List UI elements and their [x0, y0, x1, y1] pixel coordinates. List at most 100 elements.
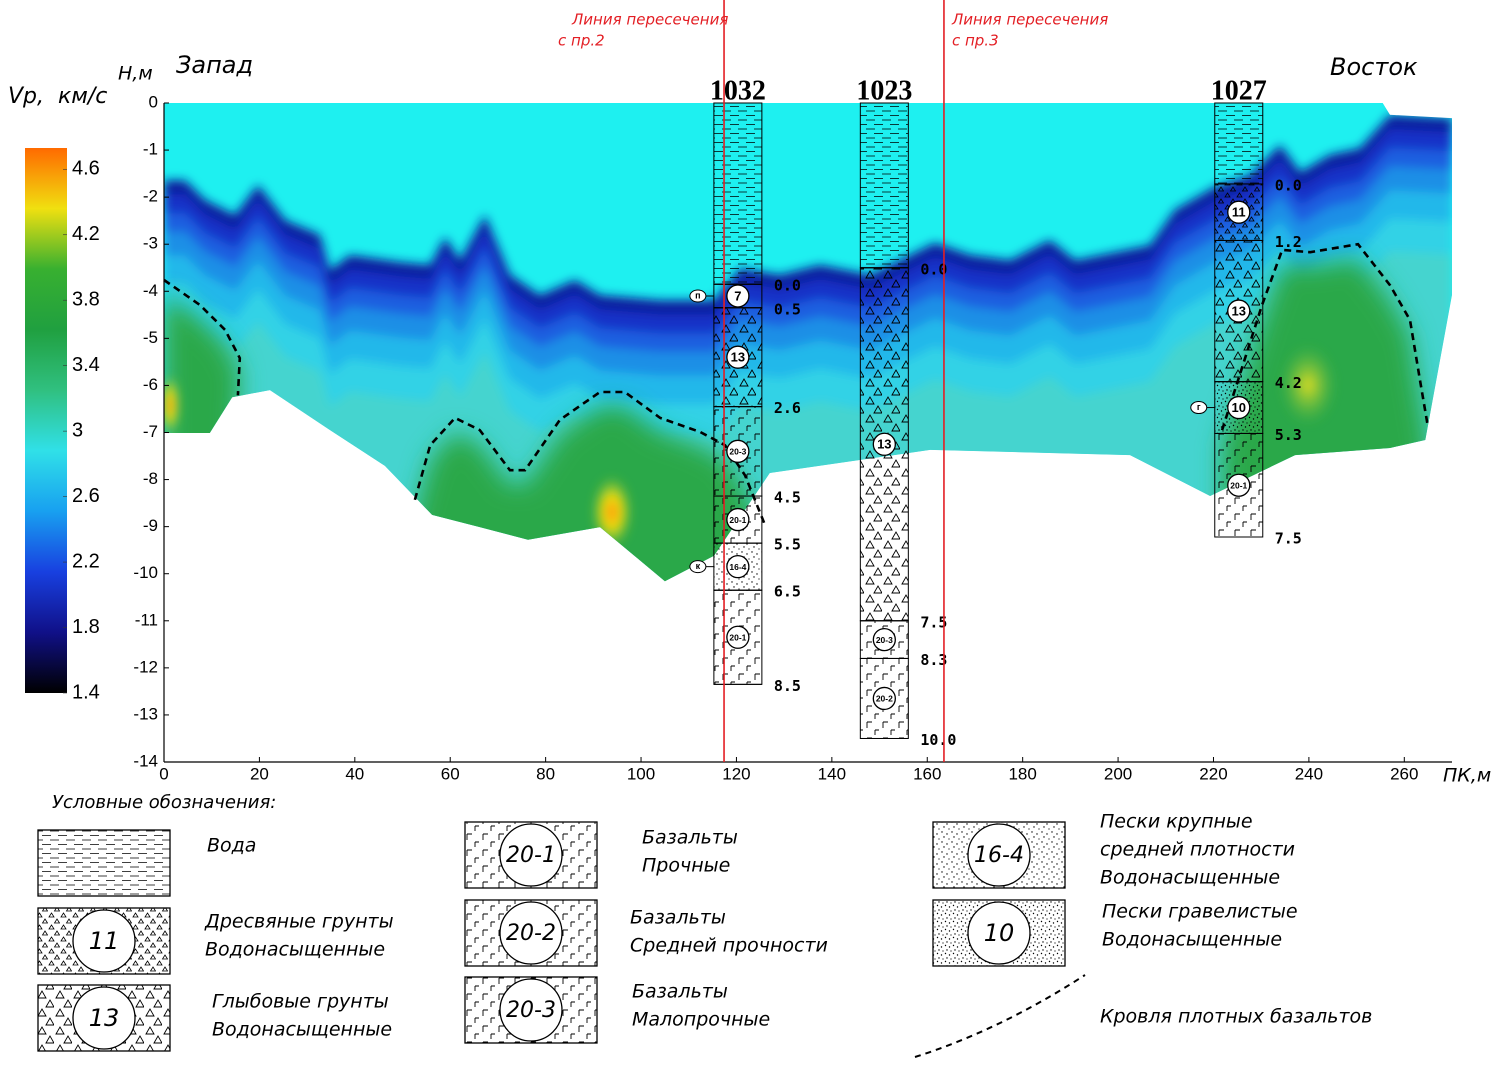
y-tick-label: -14	[133, 751, 158, 770]
y-tick-label: 0	[149, 92, 158, 111]
legend-label: Малопрочные	[632, 1009, 770, 1031]
x-axis-label: ПК,м	[1443, 765, 1491, 787]
borehole-name: 1023	[856, 75, 912, 106]
water-interval	[1214, 102, 1264, 185]
y-tick-label: -9	[143, 516, 158, 535]
basalt-velocity-zone	[414, 406, 766, 582]
depth-label: 10.0	[920, 731, 956, 749]
layer-code: 13	[731, 350, 745, 365]
layer-code-circle	[72, 986, 136, 1050]
y-tick-label: -7	[143, 422, 158, 441]
layer-code-circle	[726, 345, 750, 369]
y-tick-label: -10	[133, 563, 158, 582]
legend-label: Вода	[207, 835, 256, 857]
layer-code-circle	[1227, 395, 1251, 420]
layer-code-circle	[1227, 200, 1251, 224]
x-tick-label: 0	[159, 764, 168, 783]
layer-code: 20-1	[729, 515, 746, 525]
y-tick-label: -11	[135, 610, 158, 629]
x-tick-label: 120	[722, 764, 750, 783]
layer-code-circle	[726, 507, 750, 532]
colorbar-tick-label: 2.6	[72, 485, 100, 507]
depth-label: 7.5	[1275, 529, 1302, 547]
legend-label: Глыбовые грунты	[212, 991, 389, 1013]
y-tick-label: -3	[143, 234, 158, 253]
layer-code: 20-2	[876, 694, 893, 704]
layer-code: 16-4	[974, 843, 1024, 868]
colorbar-tick-label: 4.2	[72, 223, 100, 245]
colorbar-tick-label: 3	[72, 419, 83, 441]
depth-label: 0.0	[920, 260, 947, 278]
x-tick-label: 200	[1104, 764, 1132, 783]
layer-code: 10	[1232, 400, 1246, 415]
y-tick-label: -1	[143, 140, 158, 159]
velocity-anomaly	[164, 375, 180, 435]
flag-marker	[689, 560, 707, 574]
layer-code-circle	[872, 432, 896, 456]
colorbar-tick-label: 3.4	[72, 354, 100, 376]
legend-label: Водонасыщенные	[1100, 867, 1280, 889]
legend-label: Базальты	[630, 907, 726, 929]
water-interval	[713, 102, 763, 285]
borehole-name: 1032	[710, 75, 766, 106]
colorbar-label: Vp, км/с	[8, 84, 107, 109]
y-tick-label: -8	[143, 469, 158, 488]
intersection-label: с пр.3	[952, 32, 999, 50]
layer-code-circle	[499, 978, 563, 1042]
depth-label: 7.5	[920, 613, 947, 631]
water-interval	[859, 102, 909, 269]
y-tick-label: -12	[133, 657, 158, 676]
depth-label: 8.5	[774, 677, 801, 695]
velocity-anomaly	[592, 476, 632, 548]
colorbar-tick-label: 1.4	[72, 681, 100, 703]
colorbar-tick-label: 1.8	[72, 616, 100, 638]
layer-code-circle	[872, 686, 896, 711]
west-label: Запад	[176, 51, 253, 79]
colorbar-tick-label: 2.2	[72, 550, 100, 572]
legend-label: средней плотности	[1100, 839, 1295, 861]
flag-label: к	[696, 561, 701, 571]
intersection-label: Линия пересечения	[951, 11, 1108, 29]
layer-code: 11	[89, 927, 120, 955]
layer-code: 16-4	[729, 562, 746, 572]
velocity-anomaly	[1280, 345, 1336, 425]
layer-code: 20-1	[506, 843, 556, 868]
layer-code: 13	[877, 437, 891, 452]
depth-label: 2.6	[774, 399, 801, 417]
intersection-label: Линия пересечения	[571, 11, 728, 29]
y-tick-label: -5	[143, 328, 158, 347]
layer-code-circle	[499, 901, 563, 965]
layer-code: 11	[1232, 205, 1246, 220]
layer-code: 13	[1232, 303, 1246, 318]
x-tick-label: 160	[913, 764, 941, 783]
layer-code-circle	[967, 823, 1031, 887]
basalt-roof-line	[163, 278, 242, 396]
legend-label: Водонасыщенные	[205, 939, 385, 961]
x-tick-label: 40	[345, 764, 364, 783]
layer-code-circle	[726, 625, 750, 649]
legend-label: Базальты	[642, 827, 738, 849]
layer-code: 13	[89, 1004, 120, 1032]
legend-swatch	[37, 829, 171, 897]
basalt-roof-line	[413, 390, 767, 526]
borehole-name: 1027	[1211, 75, 1267, 106]
depth-label: 4.2	[1275, 374, 1302, 392]
intersection-label: с пр.2	[558, 32, 605, 50]
depth-label: 0.5	[774, 300, 801, 318]
x-tick-label: 260	[1390, 764, 1418, 783]
x-tick-label: 220	[1199, 764, 1227, 783]
y-tick-label: -13	[133, 704, 158, 723]
legend-label: Пески крупные	[1100, 811, 1253, 833]
x-tick-label: 180	[1008, 764, 1036, 783]
legend-label: Кровля плотных базальтов	[1100, 1006, 1372, 1028]
legend-label: Средней прочности	[630, 935, 828, 957]
legend-label: Пески гравелистые	[1102, 901, 1298, 923]
depth-label: 0.0	[1275, 176, 1302, 194]
x-tick-label: 240	[1295, 764, 1323, 783]
layer-code: 10	[984, 919, 1015, 947]
layer-code: 20-1	[1230, 480, 1247, 490]
colorbar-tick-label: 3.8	[72, 288, 100, 310]
layer-code: 20-3	[876, 635, 893, 645]
layer-code-circle	[499, 823, 563, 887]
